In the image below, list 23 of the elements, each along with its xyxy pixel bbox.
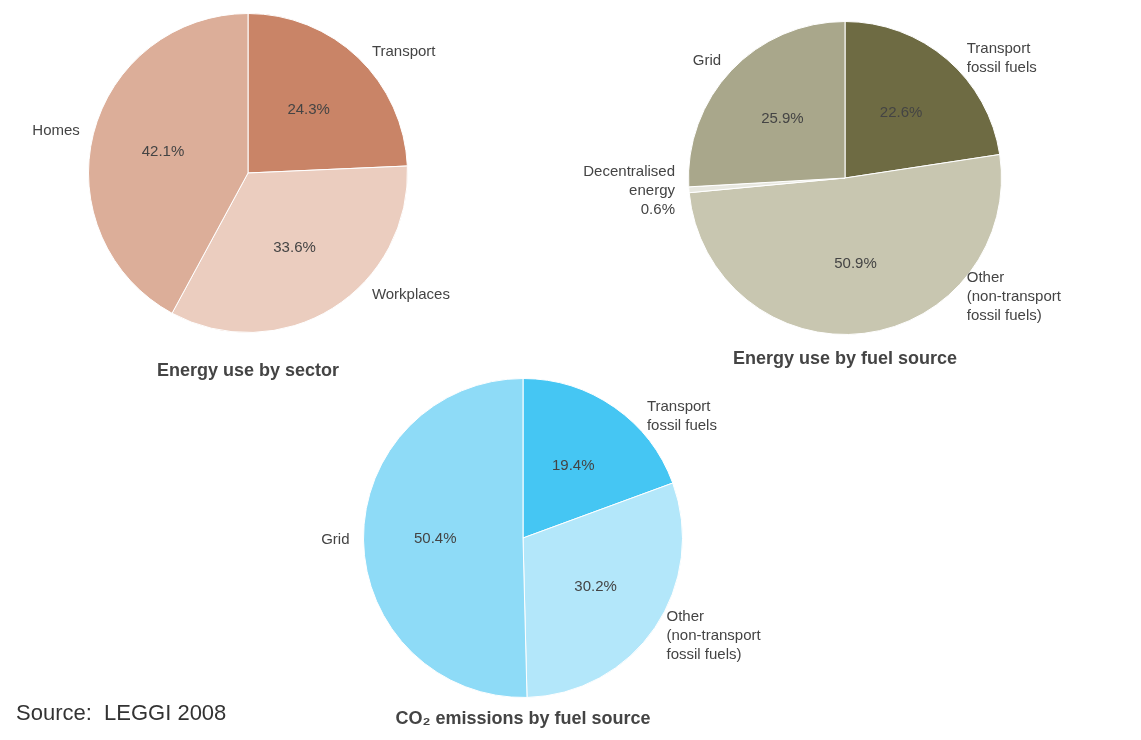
source-note: Source: LEGGI 2008 [16,700,227,726]
slice-label: Other (non-transport fossil fuels) [966,268,1062,324]
slice-label: Transport [371,41,437,59]
data-label: 50.4% [414,529,457,547]
text: Energy use by sector [155,360,341,381]
text: Energy use by fuel source [731,348,959,369]
data-label: 30.2% [574,577,617,595]
slice-label: Workplaces [371,284,450,302]
data-label: 19.4% [551,456,595,474]
data-label: 0.6% [640,199,675,217]
text: CO₂ emissions by fuel source [394,708,652,729]
data-label: 25.9% [761,109,804,127]
slice-label: Other (non-transport fossil fuels) [666,606,762,662]
data-label: 24.3% [287,99,330,117]
slice-label: Transport fossil fuels [966,39,1037,76]
slice-label: Decentralised energy [583,161,676,198]
data-label: 33.6% [273,237,316,255]
slice-label: Transport fossil fuels [646,397,717,434]
slice-label: Grid [692,51,722,69]
data-label: 50.9% [834,253,877,271]
slice-label: Grid [321,530,350,548]
slice-label: Homes [32,120,80,138]
data-label: 42.1% [141,141,185,159]
